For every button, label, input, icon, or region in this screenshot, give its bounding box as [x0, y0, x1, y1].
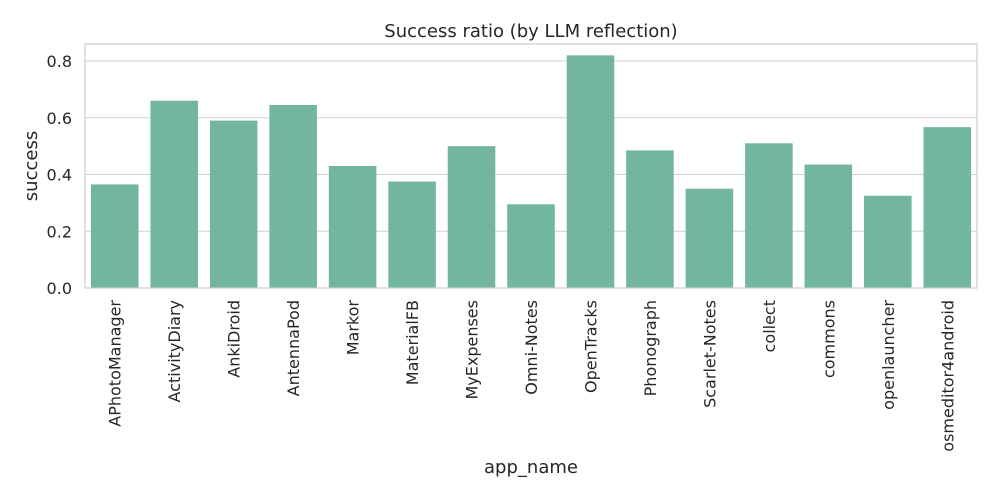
x-tick-label: osmeditor4android [938, 300, 957, 452]
x-tick-label: ActivityDiary [165, 300, 184, 402]
y-tick-label: 0.6 [47, 109, 72, 128]
x-tick-label: Markor [344, 300, 363, 356]
bar [566, 55, 615, 288]
bar [90, 184, 139, 288]
bar [923, 127, 972, 288]
x-tick-label: collect [760, 300, 779, 352]
bar [447, 146, 496, 288]
x-tick-label: APhotoManager [106, 300, 125, 427]
bar [150, 100, 198, 288]
x-tick-label: MyExpenses [463, 300, 482, 400]
bar [685, 188, 734, 288]
x-axis-label: app_name [484, 457, 578, 478]
bar [626, 150, 674, 288]
y-tick-label: 0.8 [47, 52, 72, 71]
x-tick-label: AntennaPod [284, 300, 303, 396]
y-tick-label: 0.4 [47, 166, 72, 185]
bar [388, 181, 436, 288]
y-tick-label: 0.2 [47, 222, 72, 241]
bar [507, 204, 555, 288]
x-tick-label: OpenTracks [581, 300, 600, 393]
x-tick-label: Scarlet-Notes [700, 300, 719, 408]
x-tick-label: AnkiDroid [225, 300, 244, 378]
bar [209, 120, 258, 289]
bar [269, 105, 317, 288]
chart-title: Success ratio (by LLM reflection) [384, 21, 677, 42]
x-tick-labels: APhotoManager ActivityDiary AnkiDroid Anten… [106, 300, 958, 452]
x-tick-label: MaterialFB [403, 300, 422, 385]
bar [864, 195, 912, 288]
bar [804, 164, 853, 288]
y-tick-labels: 0.0 0.2 0.4 0.6 0.8 [47, 52, 72, 298]
x-tick-label: Omni-Notes [522, 300, 541, 395]
x-tick-label: commons [819, 300, 838, 378]
x-tick-label: openlauncher [879, 300, 898, 410]
bar [328, 166, 377, 288]
bars [90, 55, 972, 289]
plot-frame [84, 43, 978, 289]
bar [745, 143, 793, 288]
y-tick-label: 0.0 [47, 279, 72, 298]
y-axis-label: success [21, 131, 42, 201]
x-tick-label: Phonograph [641, 300, 660, 396]
